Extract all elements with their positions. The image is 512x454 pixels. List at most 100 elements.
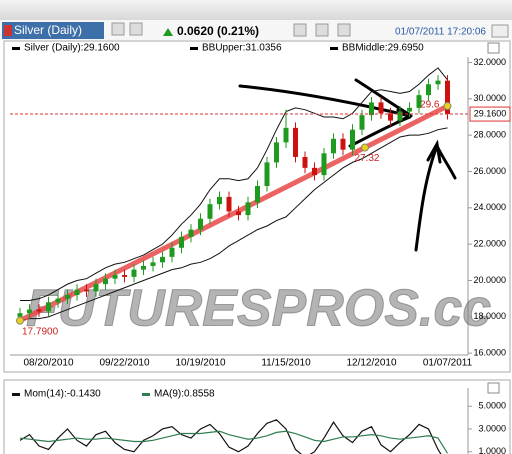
candle-body [198,218,203,230]
toolbar [0,0,512,20]
x-tick-label: 12/12/2010 [346,358,396,369]
series-line [19,430,449,454]
icon-button[interactable] [129,22,143,36]
x-tick-label: 01/07/2011 [423,358,473,369]
candle-body [312,167,317,176]
candle-body [236,211,241,216]
bollinger-band [20,67,448,301]
candle-body [103,278,108,285]
candle-body [46,302,51,312]
icon-button[interactable] [293,23,307,37]
candle-body [93,284,99,292]
x-tick-label: 10/19/2010 [175,358,225,369]
y-tick-label: 20.0000 [473,275,506,285]
candle-body [435,80,441,85]
annotation-label: 29.6 [420,100,440,111]
candle-body [416,95,422,108]
candle-body [426,84,431,96]
candle-body [122,275,127,277]
annotation-label: 27.32 [354,153,379,164]
candle-body [27,309,32,314]
candle-body [359,115,365,130]
candle-body [150,262,156,266]
change: 0.0620 (0.21%) [177,24,259,38]
candle-body [293,127,298,157]
candle-body [131,269,137,277]
candle-body [55,298,61,303]
candle-body [84,289,89,292]
last-price-label: 29.1600 [474,108,507,118]
y-tick-label: 24.0000 [473,202,506,212]
y-tick-label: 30.0000 [473,93,506,103]
candle-body [112,275,118,279]
candle-body [369,102,374,116]
candle-body [274,142,279,163]
candle-body [245,202,251,216]
y-tick-label: 5.0000 [478,401,506,411]
candle-body [350,129,355,150]
legend-label: BBMiddle:29.6950 [342,43,424,54]
plot-area [17,67,450,323]
y-tick-label: 26.0000 [473,166,506,176]
candle-body [65,295,70,299]
candle-body [160,256,165,263]
arrow [414,144,439,252]
legend-label: MA(9):0.8558 [154,389,215,400]
candle-body [179,236,184,248]
legend-label: Silver (Daily):29.1600 [24,43,120,54]
annotation-point [16,316,24,325]
info-bar [0,20,512,40]
candle-body [255,186,260,203]
y-tick-label: 28.0000 [473,130,506,140]
candle-body [378,102,384,114]
tab[interactable] [2,22,104,39]
close-button[interactable] [491,24,509,38]
bollinger-band [19,127,448,321]
arrow [435,144,457,180]
candle-body [264,162,270,187]
y-tick-label: 1.0000 [478,446,506,454]
up-arrow [163,28,173,36]
candle-body [188,229,194,237]
arrowhead [426,139,442,164]
icon-button[interactable] [337,23,351,37]
candle-body [407,107,412,112]
candle-body [283,127,289,143]
minimize-button[interactable] [487,42,500,54]
candle-body [331,138,336,154]
plot-area [19,419,449,454]
annotation-label: 17.7900 [22,326,59,337]
legend-swatch [12,47,20,50]
minimize-button[interactable] [487,382,500,394]
y-tick-label: 3.0000 [478,423,506,433]
legend-label: BBUpper:31.0356 [202,43,282,54]
timestamp: 01/07/2011 17:20:06 [395,27,486,38]
watermark: FUTURESPROS.cc [26,280,491,338]
candle-body [141,265,146,270]
x-tick-label: 08/20/2010 [23,358,73,369]
candle-body [226,196,232,212]
last-price-box [469,106,511,122]
icon-button[interactable] [315,23,329,37]
trendline [18,103,449,323]
y-tick-label: 16.0000 [473,348,506,358]
y-tick-label: 22.0000 [473,239,506,249]
legend-swatch [330,47,338,50]
candle-body [207,204,213,219]
x-tick-label: 11/15/2010 [261,358,311,369]
candle-body [397,111,403,121]
legend-label: Mom(14):-0.1430 [24,389,101,400]
arrow [238,84,412,118]
candle-body [321,153,327,176]
y-tick-label: 32.0000 [473,57,506,67]
icon-button[interactable] [111,22,125,36]
annotation-point [360,143,369,152]
tab-icon [4,25,12,36]
x-tick-label: 09/22/2010 [99,358,149,369]
lower-panel [3,379,511,454]
candle-body [74,289,80,296]
legend-swatch [190,47,198,50]
annotation-point [443,102,452,111]
